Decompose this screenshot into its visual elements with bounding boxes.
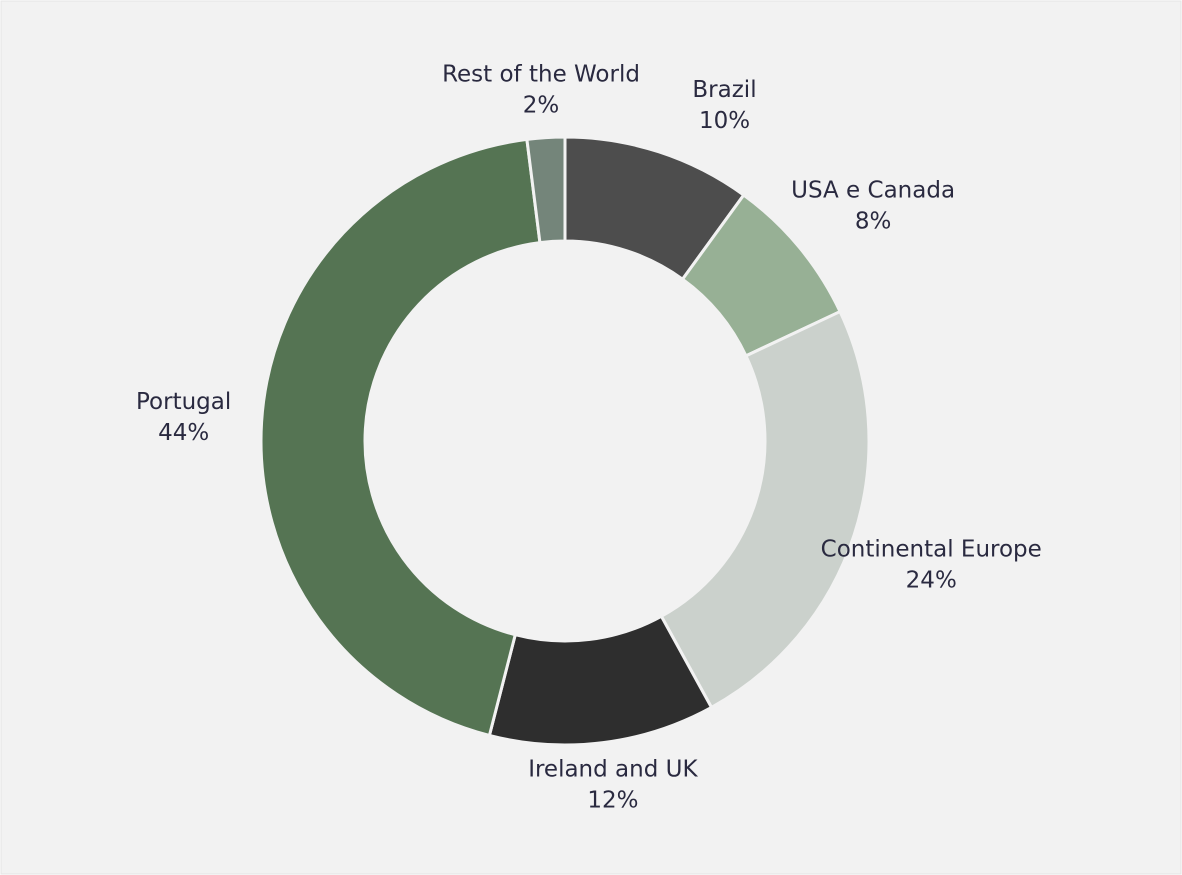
slice-label: USA e Canada — [791, 178, 955, 204]
slice-label: Brazil — [692, 77, 756, 103]
slice-value-label: 10% — [699, 108, 750, 134]
slice-value-label: 8% — [855, 209, 892, 235]
slice — [659, 309, 871, 710]
slice — [525, 135, 567, 245]
slice-label: Portugal — [136, 389, 231, 415]
slice-label: Rest of the World — [442, 62, 640, 88]
slice — [259, 137, 542, 738]
slice-value-label: 2% — [523, 93, 560, 119]
slice-label: Ireland and UK — [528, 756, 698, 782]
slice-label: Continental Europe — [821, 537, 1042, 563]
slice-value-label: 12% — [587, 787, 638, 813]
slice-value-label: 24% — [906, 568, 957, 594]
slice-value-label: 44% — [158, 420, 209, 446]
